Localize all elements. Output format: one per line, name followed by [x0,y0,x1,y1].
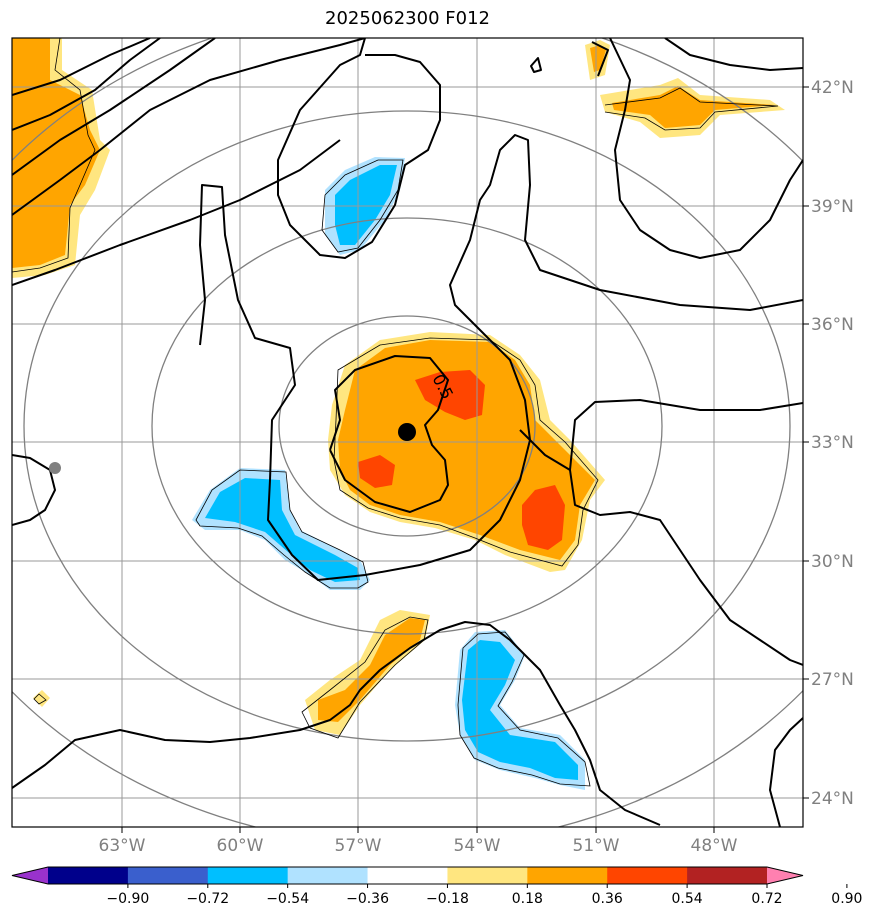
colorbar-tick-label: 0.54 [672,891,703,907]
colorbar-tick-label: −0.90 [106,891,149,907]
colorbar-tick-label: −0.72 [186,891,229,907]
colorbar-tick-label: 0.90 [831,891,862,907]
colorbar-tick-label: 0.36 [592,891,623,907]
colorbar-segment [127,867,209,884]
map-area: 0.5 [12,38,803,827]
graticule [12,38,803,827]
colorbar: −0.90 −0.72 −0.54 −0.36 −0.18 0.18 0.36 0.54 0.7… [11,866,862,907]
range-rings [12,38,803,827]
secondary-marker [49,462,61,474]
map-frame [11,37,804,828]
lon-label: 60°W [217,836,264,856]
colorbar-tick-label: −0.54 [266,891,309,907]
colorbar-tick-label: 0.72 [751,891,782,907]
map-title: 2025062300 F012 [325,8,490,29]
colorbar-tick-label: −0.36 [346,891,389,907]
lon-label: 57°W [335,836,382,856]
colorbar-extend-max [767,867,803,884]
colorbar-segment [527,867,608,884]
colorbar-segment [48,867,129,884]
lat-label: 39°N [811,197,854,217]
colorbar-tick-label: −0.18 [426,891,469,907]
colorbar-segment [447,867,528,884]
thin-contours [12,38,779,787]
colorbar-segment [287,867,369,884]
colorbar-outline [11,866,804,885]
pressure-contours [12,38,803,827]
colorbar-tick-label: 0.18 [512,891,543,907]
colorbar-segment [687,867,768,884]
latitude-labels: 42°N 39°N 36°N 33°N 30°N 27°N 24°N [811,78,854,809]
colorbar-segment [207,867,289,884]
lat-label: 36°N [811,315,854,335]
blue-shading [205,165,578,780]
longitude-ticks [121,827,715,833]
lat-label: 30°N [811,552,854,572]
longitude-labels: 63°W 60°W 57°W 54°W 51°W 48°W [99,836,738,856]
colorbar-extend-min [12,867,48,884]
colorbar-segment [367,867,448,884]
colorbar-segment [607,867,688,884]
lat-label: 42°N [811,78,854,98]
lon-label: 51°W [573,836,620,856]
lon-label: 48°W [691,836,738,856]
storm-center-marker [398,423,416,441]
lon-label: 54°W [454,836,501,856]
lon-label: 63°W [99,836,146,856]
latitude-ticks [803,86,809,799]
lat-label: 24°N [811,789,854,809]
red-shading [358,370,565,550]
lat-label: 33°N [811,433,854,453]
lat-label: 27°N [811,670,854,690]
